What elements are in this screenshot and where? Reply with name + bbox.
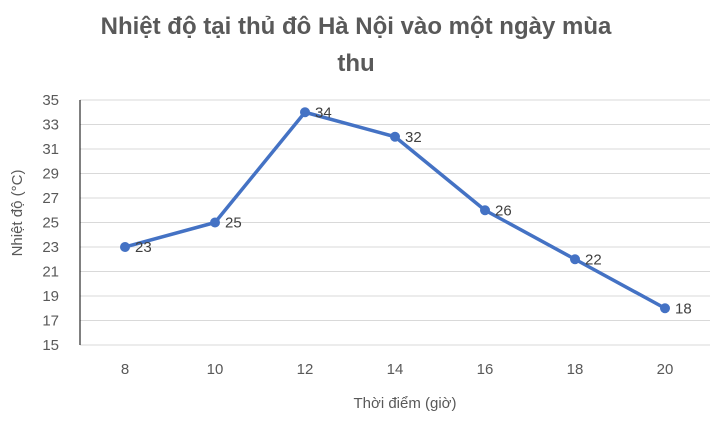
y-tick-label: 17 — [42, 313, 59, 330]
data-point — [300, 107, 310, 118]
data-label: 22 — [585, 251, 602, 268]
y-axis-tick-labels: 35 33 31 29 27 25 23 21 19 17 15 — [42, 92, 59, 354]
data-labels: 23 25 34 32 26 22 18 — [135, 104, 692, 317]
data-point — [570, 254, 580, 265]
y-tick-label: 27 — [42, 190, 59, 207]
data-point — [480, 205, 490, 216]
data-label: 18 — [675, 300, 692, 317]
x-tick-label: 20 — [657, 361, 674, 378]
y-tick-label: 23 — [42, 239, 59, 256]
data-point — [210, 217, 220, 228]
y-tick-label: 15 — [42, 337, 59, 354]
data-point — [120, 242, 130, 252]
y-tick-label: 29 — [42, 166, 59, 183]
x-tick-label: 12 — [297, 361, 314, 378]
x-tick-label: 10 — [207, 361, 224, 378]
series-temperature — [120, 107, 670, 314]
x-tick-label: 16 — [477, 361, 494, 378]
chart-title-line-1: Nhiệt độ tại thủ đô Hà Nội vào một ngày … — [100, 13, 612, 40]
data-point — [660, 303, 670, 314]
y-tick-label: 21 — [42, 264, 59, 281]
x-tick-label: 8 — [121, 361, 129, 378]
gridlines — [80, 99, 710, 346]
x-axis-title: Thời điểm (giờ) — [353, 395, 456, 412]
y-tick-label: 31 — [42, 141, 59, 158]
data-label: 26 — [495, 202, 512, 219]
y-tick-label: 35 — [42, 92, 59, 109]
data-label: 25 — [225, 215, 242, 232]
y-axis-title: Nhiệt độ (°C) — [9, 170, 26, 257]
x-tick-label: 14 — [387, 361, 404, 378]
data-label: 32 — [405, 129, 422, 146]
y-tick-label: 25 — [42, 215, 59, 232]
y-tick-label: 19 — [42, 288, 59, 305]
x-tick-label: 18 — [567, 361, 584, 378]
data-label: 34 — [315, 104, 332, 121]
chart-title: Nhiệt độ tại thủ đô Hà Nội vào một ngày … — [0, 8, 712, 82]
data-point — [390, 131, 400, 142]
y-tick-label: 33 — [42, 117, 59, 134]
x-axis-tick-labels: 8 10 12 14 16 18 20 — [121, 361, 674, 378]
chart-title-line-2: thu — [337, 50, 375, 77]
data-label: 23 — [135, 239, 152, 256]
